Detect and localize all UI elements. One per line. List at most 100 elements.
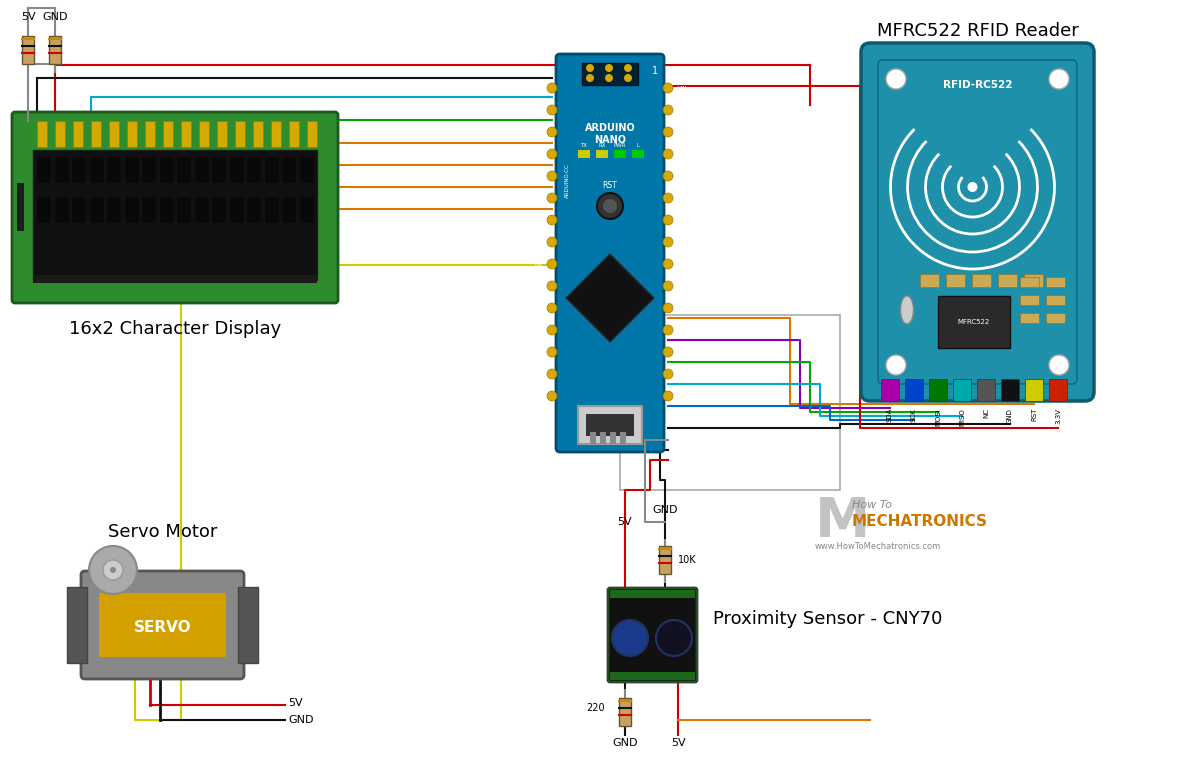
- Bar: [125, 197, 138, 223]
- Text: 220: 220: [587, 703, 605, 713]
- Bar: [659, 546, 671, 574]
- Bar: [109, 121, 119, 147]
- FancyBboxPatch shape: [608, 588, 697, 682]
- Bar: [610, 672, 695, 680]
- Text: GND: GND: [653, 505, 678, 515]
- Circle shape: [662, 193, 673, 203]
- Bar: [22, 36, 34, 64]
- Circle shape: [547, 303, 557, 313]
- Text: GND: GND: [42, 12, 67, 22]
- Bar: [72, 157, 86, 183]
- Bar: [946, 274, 965, 287]
- Bar: [67, 587, 88, 663]
- Bar: [160, 157, 174, 183]
- Bar: [194, 197, 209, 223]
- Circle shape: [662, 303, 673, 313]
- Text: VIN: VIN: [678, 85, 688, 90]
- Text: MISO: MISO: [959, 408, 965, 426]
- Text: MECHATRONICS: MECHATRONICS: [852, 514, 988, 529]
- Circle shape: [103, 560, 124, 580]
- Text: RXD: RXD: [530, 107, 542, 112]
- Text: MOSI: MOSI: [935, 408, 941, 426]
- Text: TX: TX: [581, 143, 588, 148]
- Text: D12: D12: [530, 350, 542, 354]
- Bar: [578, 406, 642, 444]
- Circle shape: [110, 567, 116, 573]
- Text: D3: D3: [534, 151, 542, 157]
- Circle shape: [547, 83, 557, 93]
- FancyBboxPatch shape: [82, 571, 244, 679]
- Text: RX: RX: [599, 143, 606, 148]
- Bar: [54, 197, 68, 223]
- Bar: [55, 121, 65, 147]
- Circle shape: [656, 620, 692, 656]
- Bar: [600, 432, 606, 444]
- Bar: [178, 197, 191, 223]
- Text: GND: GND: [1007, 408, 1013, 424]
- Circle shape: [89, 546, 137, 594]
- Bar: [307, 121, 317, 147]
- Bar: [229, 157, 244, 183]
- Text: ARDUINO.CC: ARDUINO.CC: [565, 163, 570, 198]
- Bar: [596, 150, 608, 158]
- Bar: [37, 121, 47, 147]
- Text: SERVO: SERVO: [133, 619, 191, 634]
- Text: A4: A4: [678, 239, 685, 245]
- Bar: [1001, 379, 1019, 401]
- Bar: [998, 274, 1018, 287]
- Bar: [54, 157, 68, 183]
- Text: D13: D13: [678, 394, 689, 398]
- Circle shape: [547, 237, 557, 247]
- Bar: [107, 157, 121, 183]
- Bar: [1049, 379, 1067, 401]
- Bar: [282, 197, 296, 223]
- Text: 5V: 5V: [671, 738, 685, 748]
- Bar: [73, 121, 83, 147]
- Text: M: M: [815, 495, 870, 549]
- Bar: [253, 121, 263, 147]
- Bar: [1046, 295, 1066, 305]
- Bar: [881, 379, 899, 401]
- Bar: [98, 593, 226, 657]
- Bar: [1020, 277, 1039, 287]
- Bar: [620, 432, 626, 444]
- Circle shape: [547, 347, 557, 357]
- Circle shape: [886, 355, 906, 375]
- Circle shape: [662, 347, 673, 357]
- Circle shape: [547, 369, 557, 379]
- Text: www.HowToMechatronics.com: www.HowToMechatronics.com: [815, 542, 941, 551]
- Circle shape: [662, 369, 673, 379]
- Bar: [178, 157, 191, 183]
- Bar: [614, 150, 626, 158]
- Text: 5V: 5V: [288, 698, 302, 708]
- Circle shape: [624, 64, 632, 72]
- Bar: [217, 121, 227, 147]
- Text: A6: A6: [678, 195, 685, 201]
- Bar: [247, 197, 262, 223]
- Text: GND: GND: [288, 715, 313, 725]
- Bar: [271, 121, 281, 147]
- Circle shape: [547, 391, 557, 401]
- Text: RST: RST: [602, 181, 617, 190]
- Bar: [107, 197, 121, 223]
- Bar: [142, 197, 156, 223]
- Circle shape: [1049, 69, 1069, 89]
- Circle shape: [967, 182, 978, 192]
- Text: 10K: 10K: [678, 555, 697, 565]
- Text: A1: A1: [678, 306, 685, 310]
- Text: D2: D2: [534, 129, 542, 135]
- Text: A5: A5: [678, 217, 685, 223]
- Text: D5: D5: [534, 195, 542, 201]
- Text: D1: D1: [534, 85, 542, 90]
- Bar: [586, 414, 634, 436]
- Bar: [920, 274, 940, 287]
- Circle shape: [547, 193, 557, 203]
- Text: 3.3V: 3.3V: [1055, 408, 1061, 424]
- Bar: [929, 379, 947, 401]
- Text: GND: GND: [612, 738, 637, 748]
- Bar: [1046, 277, 1066, 287]
- Bar: [282, 157, 296, 183]
- FancyBboxPatch shape: [862, 43, 1094, 401]
- FancyBboxPatch shape: [12, 112, 338, 303]
- Bar: [300, 157, 313, 183]
